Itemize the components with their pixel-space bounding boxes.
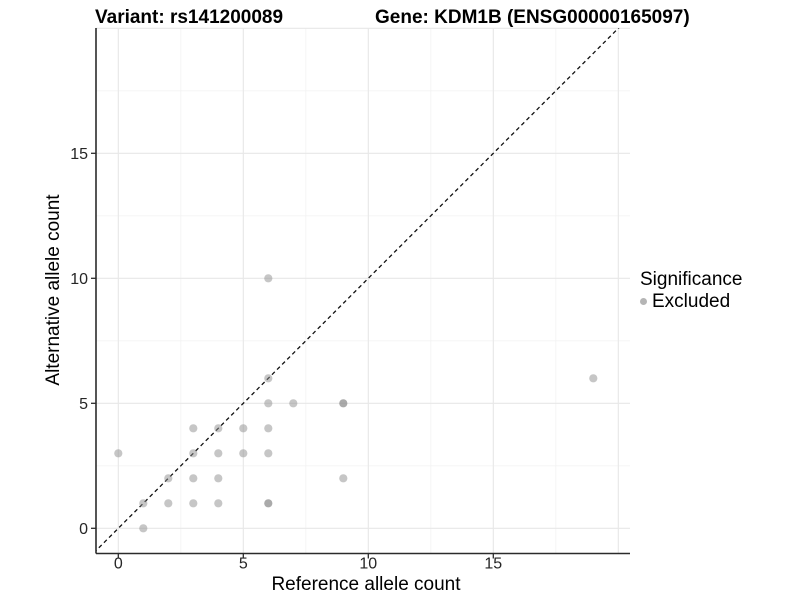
legend: Significance Excluded bbox=[640, 269, 742, 312]
excluded-point-swatch-icon bbox=[640, 298, 647, 305]
data-point bbox=[339, 399, 348, 408]
data-point bbox=[164, 474, 173, 483]
data-point bbox=[264, 374, 273, 383]
data-point bbox=[264, 274, 273, 283]
data-point bbox=[189, 499, 198, 508]
y-axis-title: Alternative allele count bbox=[43, 194, 64, 386]
legend-item-excluded: Excluded bbox=[640, 291, 742, 312]
data-point bbox=[264, 499, 273, 508]
data-point bbox=[589, 374, 598, 383]
data-point bbox=[214, 424, 223, 433]
x-tick-label: 5 bbox=[239, 556, 248, 573]
data-point bbox=[214, 449, 223, 458]
data-point bbox=[139, 524, 148, 533]
identity-line bbox=[96, 28, 620, 552]
data-point bbox=[264, 399, 273, 408]
y-tick-label: 15 bbox=[70, 146, 88, 163]
data-point bbox=[189, 474, 198, 483]
x-tick-label: 10 bbox=[359, 556, 377, 573]
y-tick-label: 0 bbox=[79, 521, 88, 538]
data-point bbox=[239, 424, 248, 433]
data-point bbox=[214, 499, 223, 508]
legend-title: Significance bbox=[640, 269, 743, 290]
legend-item-label: Excluded bbox=[652, 291, 731, 312]
x-tick-label: 15 bbox=[484, 556, 502, 573]
data-point bbox=[239, 449, 248, 458]
x-axis-title: Reference allele count bbox=[271, 574, 461, 595]
data-point bbox=[264, 424, 273, 433]
data-point bbox=[264, 449, 273, 458]
data-point bbox=[164, 499, 173, 508]
data-point bbox=[189, 449, 198, 458]
data-point bbox=[189, 424, 198, 433]
data-point bbox=[289, 399, 298, 408]
plot-title-gene: Gene: KDM1B (ENSG00000165097) bbox=[375, 7, 690, 28]
data-point bbox=[214, 474, 223, 483]
data-point bbox=[114, 449, 123, 458]
x-tick-label: 0 bbox=[114, 556, 123, 573]
data-point bbox=[339, 474, 348, 483]
y-tick-label: 10 bbox=[70, 271, 88, 288]
y-tick-label: 5 bbox=[79, 396, 88, 413]
data-point bbox=[139, 499, 148, 508]
plot-title-variant: Variant: rs141200089 bbox=[95, 7, 284, 28]
